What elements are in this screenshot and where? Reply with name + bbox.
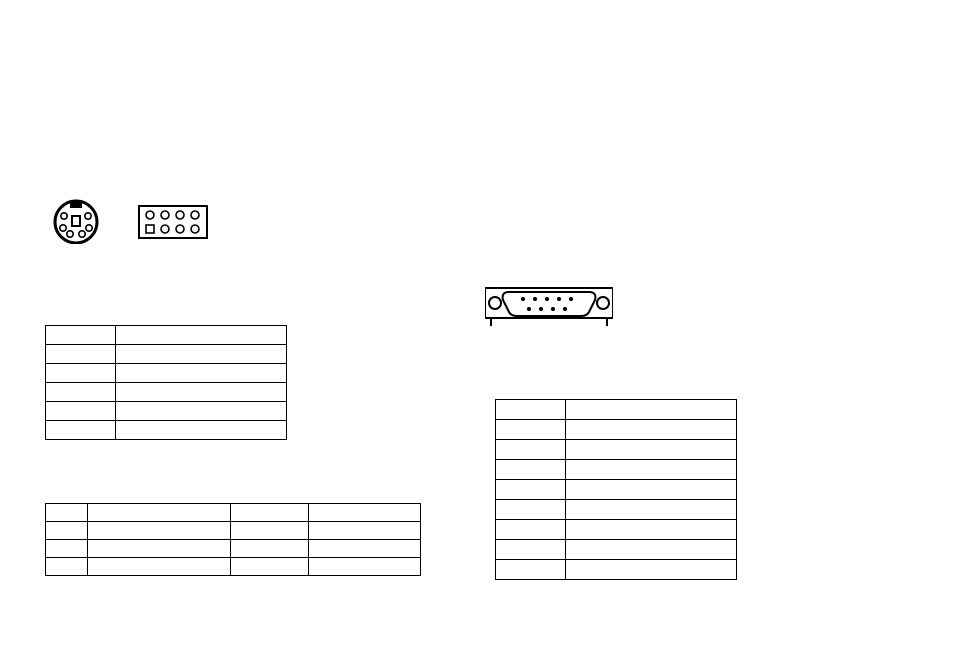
table-cell: [46, 522, 88, 540]
table-row: [46, 504, 421, 522]
table-row: [46, 383, 287, 402]
table-cell: [231, 540, 309, 558]
pin-header-2x4-icon: [138, 205, 208, 239]
table-cell: [46, 558, 88, 576]
table-t2: [45, 503, 421, 576]
table-cell: [566, 400, 737, 420]
table-cell: [116, 345, 287, 364]
table-t1: [45, 325, 287, 440]
table-row: [46, 558, 421, 576]
table-cell: [88, 522, 231, 540]
table-cell: [566, 420, 737, 440]
table-cell: [88, 558, 231, 576]
table-row: [496, 500, 737, 520]
table-cell: [309, 504, 421, 522]
table-cell: [496, 500, 566, 520]
table-t3: [495, 399, 737, 580]
table-cell: [309, 522, 421, 540]
table-row: [496, 540, 737, 560]
table-row: [496, 480, 737, 500]
table-cell: [566, 480, 737, 500]
table-row: [46, 522, 421, 540]
table-cell: [496, 520, 566, 540]
table-cell: [46, 364, 116, 383]
table-row: [46, 326, 287, 345]
table-cell: [566, 500, 737, 520]
table-cell: [46, 421, 116, 440]
table-cell: [88, 540, 231, 558]
table-cell: [309, 540, 421, 558]
table-row: [46, 421, 287, 440]
db9-male-connector-icon: [485, 284, 613, 326]
table-row: [496, 520, 737, 540]
table-cell: [309, 558, 421, 576]
table-cell: [231, 522, 309, 540]
table-cell: [566, 560, 737, 580]
table-cell: [496, 420, 566, 440]
table-cell: [566, 520, 737, 540]
table-cell: [231, 558, 309, 576]
table-row: [46, 364, 287, 383]
table-cell: [88, 504, 231, 522]
table-row: [496, 460, 737, 480]
table-row: [496, 440, 737, 460]
table-cell: [496, 540, 566, 560]
table-cell: [46, 326, 116, 345]
table-row: [46, 540, 421, 558]
table-cell: [496, 440, 566, 460]
table-row: [496, 560, 737, 580]
table-cell: [46, 504, 88, 522]
table-cell: [231, 504, 309, 522]
table-row: [496, 400, 737, 420]
table-cell: [116, 383, 287, 402]
table-row: [46, 345, 287, 364]
table-cell: [116, 421, 287, 440]
mini-din6-connector-icon: [52, 198, 100, 244]
table-cell: [116, 402, 287, 421]
table-row: [496, 420, 737, 440]
table-cell: [46, 540, 88, 558]
table-cell: [566, 460, 737, 480]
table-cell: [496, 400, 566, 420]
table-cell: [116, 326, 287, 345]
table-cell: [566, 540, 737, 560]
table-cell: [46, 383, 116, 402]
table-cell: [566, 440, 737, 460]
page: [0, 0, 954, 672]
table-cell: [496, 460, 566, 480]
table-row: [46, 402, 287, 421]
table-cell: [116, 364, 287, 383]
table-cell: [46, 345, 116, 364]
table-cell: [496, 480, 566, 500]
table-cell: [46, 402, 116, 421]
table-cell: [496, 560, 566, 580]
